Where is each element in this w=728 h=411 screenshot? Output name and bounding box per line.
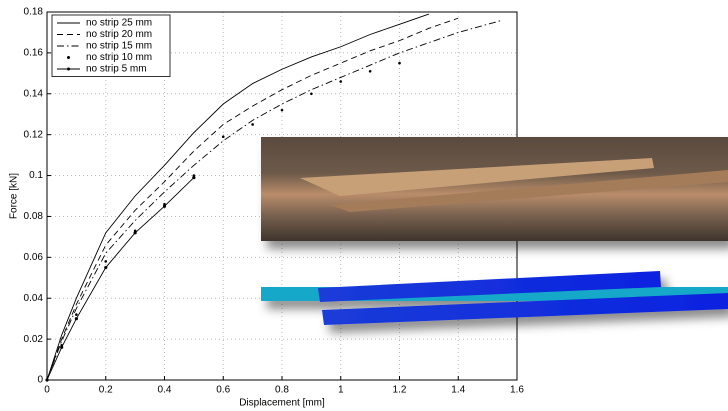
data-point — [104, 265, 108, 270]
y-tick-label: 0.12 — [24, 129, 44, 140]
legend-label: no strip 10 mm — [86, 52, 152, 63]
legend-label: no strip 20 mm — [86, 29, 152, 40]
series-line — [46, 13, 430, 381]
y-tick-label: 0.04 — [24, 293, 44, 304]
x-tick-label: 1.4 — [451, 385, 465, 396]
x-tick-label: 0.4 — [158, 385, 172, 396]
x-tick-label: 0 — [44, 385, 50, 396]
data-point — [251, 123, 254, 126]
x-tick-label: 0.6 — [216, 385, 230, 396]
x-tick-label: 1.6 — [510, 385, 524, 396]
data-point — [398, 61, 401, 65]
series-line — [46, 19, 503, 381]
data-point — [60, 345, 64, 349]
series-line — [46, 17, 459, 381]
data-point — [162, 204, 167, 208]
data-point — [192, 176, 196, 180]
legend-label: no strip 25 mm — [86, 18, 152, 29]
x-tick-label: 0.8 — [275, 385, 289, 396]
y-tick-label: 0.08 — [24, 211, 44, 222]
y-tick-label: 0 — [37, 375, 43, 386]
y-tick-label: 0.1 — [29, 170, 43, 181]
data-point — [339, 80, 343, 83]
x-axis-label: Displacement [mm] — [239, 398, 325, 409]
legend-marker — [67, 67, 70, 71]
data-point — [45, 378, 49, 382]
data-point — [368, 69, 372, 73]
fe-strip — [318, 271, 661, 302]
data-point — [280, 108, 284, 112]
y-tick-label: 0.02 — [24, 334, 44, 345]
x-tick-label: 0.2 — [99, 385, 113, 396]
y-tick-label: 0.14 — [24, 88, 44, 99]
legend-label: no strip 5 mm — [86, 64, 147, 75]
data-point — [104, 260, 108, 263]
legend-label: no strip 15 mm — [86, 41, 152, 52]
y-tick-label: 0.16 — [24, 48, 44, 59]
y-tick-label: 0.06 — [24, 252, 44, 263]
data-point — [75, 313, 78, 316]
fe-strip — [322, 293, 728, 325]
photo-strip — [330, 170, 728, 212]
photo-strip — [300, 158, 654, 196]
x-tick-label: 1.2 — [393, 385, 407, 396]
data-point — [221, 135, 225, 139]
y-tick-label: 0.18 — [24, 7, 44, 18]
data-point — [133, 231, 137, 235]
x-tick-label: 1 — [338, 385, 344, 396]
data-point — [310, 92, 313, 96]
y-axis-label: Force [kN] — [9, 173, 20, 219]
legend-marker — [67, 56, 70, 59]
photo-overlay — [261, 137, 728, 241]
fe-model-overlay — [261, 271, 728, 325]
data-point — [74, 317, 78, 321]
